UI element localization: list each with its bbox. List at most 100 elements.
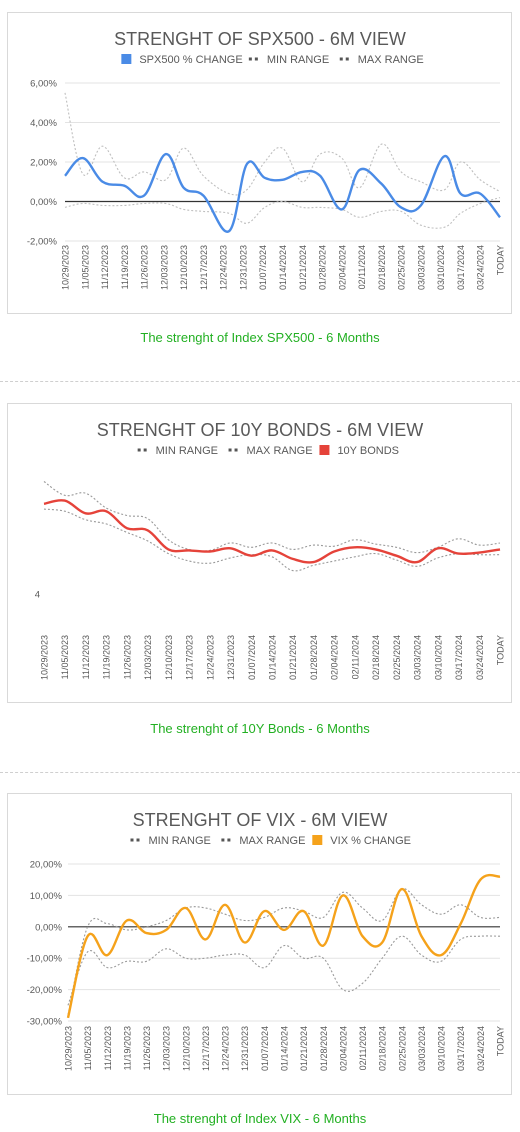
legend-item: MAX RANGE: [221, 835, 305, 847]
x-tick-label: 03/17/2024: [454, 635, 464, 680]
x-tick-label: 02/25/2024: [392, 635, 402, 680]
x-tick-label: 02/04/2024: [337, 245, 347, 290]
series-line-main: [66, 873, 501, 1019]
x-tick-label: 01/14/2024: [280, 1026, 290, 1071]
legend-label: MAX RANGE: [358, 54, 424, 66]
legend-label: MAX RANGE: [247, 445, 313, 457]
x-tick-label: 11/26/2023: [122, 635, 132, 679]
x-axis: 10/29/2023 11/05/2023 11/12/2023 11/19/2023…: [64, 1026, 506, 1071]
x-tick-label: 02/11/2024: [350, 635, 360, 679]
x-tick-label: 11/05/2023: [80, 245, 90, 289]
x-tick-label: 02/11/2024: [357, 245, 367, 289]
x-tick-label: 03/24/2024: [476, 245, 486, 290]
series-line-max-range: [67, 888, 501, 1015]
x-tick-label: 10/29/2023: [64, 1026, 74, 1071]
vix-caption: The strenght of Index VIX - 6 Months: [153, 1111, 367, 1126]
x-tick-label: 11/19/2023: [120, 245, 130, 289]
x-tick-label: 12/24/2023: [221, 1026, 231, 1071]
x-tick-label: 11/19/2023: [102, 635, 112, 679]
x-tick-label: 12/03/2023: [143, 635, 153, 680]
x-tick-label: 02/18/2024: [371, 635, 381, 680]
x-tick-label: 12/10/2023: [164, 635, 174, 680]
y-tick-label: 4,00%: [30, 118, 57, 129]
chart-title: STRENGHT OF VIX - 6M VIEW: [133, 810, 388, 830]
chart-legend: MIN RANGE MAX RANGE 10Y BONDS: [137, 445, 399, 457]
series-line-min-range: [67, 935, 501, 1006]
legend-item: 10Y BONDS: [319, 445, 399, 457]
x-tick-label: 01/07/2024: [258, 245, 268, 290]
chart-legend: MIN RANGE MAX RANGE VIX % CHANGE: [130, 835, 411, 847]
x-axis: 10/29/2023 11/05/2023 11/12/2023 11/19/2023…: [40, 635, 506, 680]
y-tick-label: 20,00%: [30, 860, 63, 871]
legend-item: MIN RANGE: [130, 835, 211, 847]
x-tick-label: 12/17/2023: [201, 1026, 211, 1071]
legend-swatch: [319, 445, 330, 455]
x-tick-label: 01/21/2024: [299, 1026, 309, 1071]
x-tick-label: 12/31/2023: [238, 245, 248, 290]
x-tick-label: 01/28/2024: [309, 635, 319, 680]
y-tick-label: 0,00%: [30, 197, 57, 208]
y-tick-label: -2,00%: [27, 237, 58, 248]
x-tick-label: 01/21/2024: [288, 635, 298, 680]
series-line-max-range: [64, 92, 501, 196]
legend-item: MAX RANGE: [339, 54, 424, 66]
y-tick-label: -30,00%: [27, 1017, 63, 1028]
x-tick-label: 01/21/2024: [298, 245, 308, 290]
x-tick-label: 12/31/2023: [240, 1026, 250, 1071]
x-tick-label: 12/10/2023: [179, 245, 189, 290]
x-tick-label: 12/24/2023: [219, 245, 229, 290]
y-tick-label: 10,00%: [30, 891, 63, 902]
chart-title: STRENGHT OF SPX500 - 6M VIEW: [114, 29, 406, 49]
x-tick-label: 01/14/2024: [268, 635, 278, 680]
x-tick-label: 02/18/2024: [377, 245, 387, 290]
series-line-max-range: [43, 481, 501, 554]
legend-label: SPX500 % CHANGE: [139, 54, 242, 66]
x-tick-label: 02/11/2024: [358, 1026, 368, 1070]
x-tick-label: 12/31/2023: [226, 635, 236, 680]
x-tick-label: 03/03/2024: [416, 245, 426, 290]
x-tick-label: 12/03/2023: [162, 1026, 172, 1071]
x-tick-label: 01/07/2024: [260, 1026, 270, 1071]
x-tick-label: 11/05/2023: [83, 1026, 93, 1070]
x-tick-label: 12/17/2023: [199, 245, 209, 290]
x-tick-label: 03/17/2024: [456, 245, 466, 290]
bonds-chart: STRENGHT OF 10Y BONDS - 6M VIEW MIN RANGE…: [35, 420, 506, 680]
vix-chart: STRENGHT OF VIX - 6M VIEW MIN RANGE MAX RA…: [27, 810, 506, 1071]
vix-chart-card: STRENGHT OF VIX - 6M VIEW MIN RANGE MAX RA…: [7, 793, 512, 1095]
x-tick-label: 10/29/2023: [40, 635, 50, 680]
y-tick-label: 0,00%: [35, 922, 62, 933]
legend-item: MIN RANGE: [248, 54, 329, 66]
x-tick-label: 01/28/2024: [319, 1026, 329, 1071]
x-tick-label: 03/03/2024: [417, 1026, 427, 1071]
x-tick-label: 02/25/2024: [397, 1026, 407, 1071]
x-tick-label: 12/10/2023: [181, 1026, 191, 1071]
x-tick-label: 01/07/2024: [247, 635, 257, 680]
x-tick-label: 03/10/2024: [433, 635, 443, 680]
legend-label: MIN RANGE: [156, 445, 218, 457]
chart-legend: SPX500 % CHANGE MIN RANGE MAX RANGE: [121, 54, 424, 66]
spx500-caption: The strenght of Index SPX500 - 6 Months: [140, 330, 380, 345]
section-divider: [0, 381, 520, 382]
legend-item: VIX % CHANGE: [312, 835, 411, 847]
x-tick-label: 03/24/2024: [475, 635, 485, 680]
y-axis: -2,00% 0,00% 2,00% 4,00% 6,00%: [27, 79, 500, 248]
x-tick-label: 03/10/2024: [437, 1026, 447, 1071]
legend-swatch: [121, 54, 132, 64]
series-line-min-range: [43, 508, 501, 572]
legend-label: MIN RANGE: [267, 54, 329, 66]
x-tick-label: 03/10/2024: [436, 245, 446, 290]
series-line-min-range: [64, 197, 501, 229]
x-tick-label: 11/19/2023: [122, 1026, 132, 1070]
x-tick-label: 11/12/2023: [81, 635, 91, 679]
legend-label: MAX RANGE: [239, 835, 305, 847]
legend-label: 10Y BONDS: [337, 445, 399, 457]
legend-swatch: [312, 835, 323, 845]
y-tick-label: 6,00%: [30, 79, 57, 90]
x-tick-label: 11/26/2023: [140, 245, 150, 289]
x-tick-label: 01/28/2024: [318, 245, 328, 290]
y-tick-label: -10,00%: [27, 954, 63, 965]
series-line-main: [64, 152, 501, 233]
legend-label: VIX % CHANGE: [330, 835, 411, 847]
x-tick-label: 11/26/2023: [142, 1026, 152, 1070]
x-tick-label: 02/18/2024: [378, 1026, 388, 1071]
